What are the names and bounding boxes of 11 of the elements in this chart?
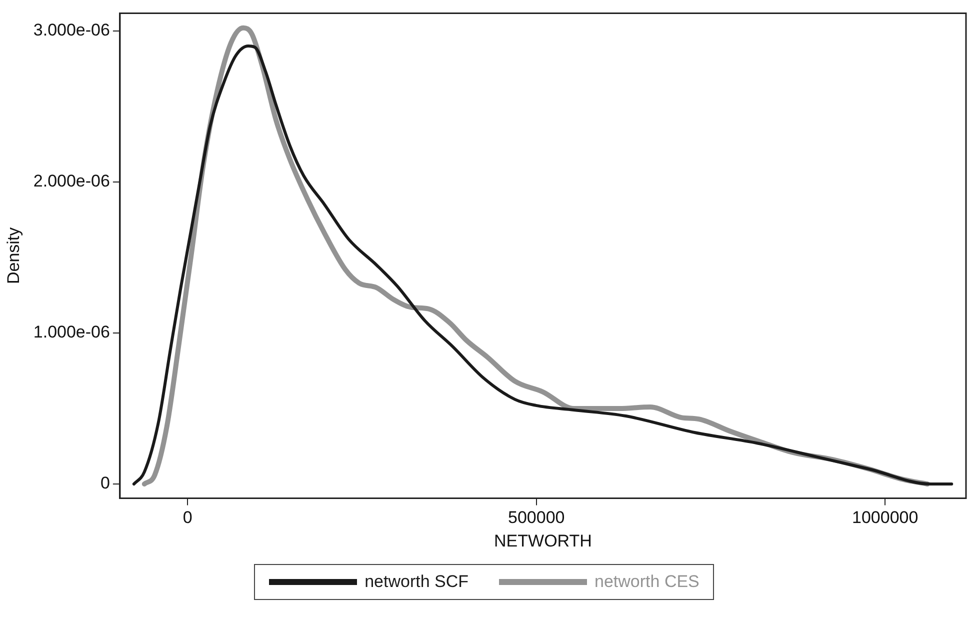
x-tick-label: 500000 xyxy=(508,508,565,528)
text: networth CES xyxy=(594,572,700,592)
x-axis-title: NETWORTH xyxy=(494,531,592,550)
y-tick-label: 1.000e-06 xyxy=(33,322,110,342)
y-axis-title: Density xyxy=(4,226,23,284)
x-tick-label: 0 xyxy=(182,508,192,528)
text: networth SCF xyxy=(364,572,469,592)
y-tick-label: 2.000e-06 xyxy=(33,172,110,191)
y-tick-label: 3.000e-06 xyxy=(33,20,110,40)
x-tick-label: 1000000 xyxy=(852,508,918,528)
y-tick-label: 0 xyxy=(100,474,110,493)
